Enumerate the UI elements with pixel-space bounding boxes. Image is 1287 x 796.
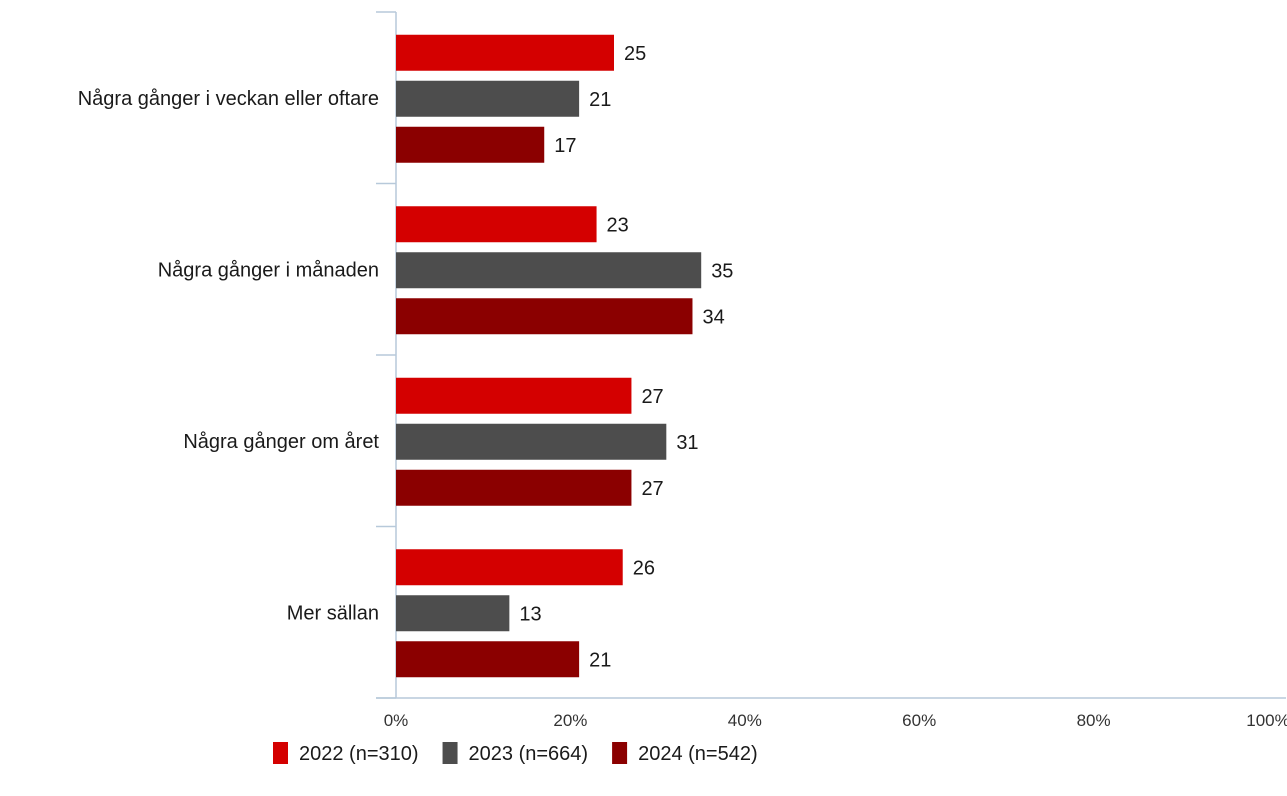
data-label: 17 (554, 135, 576, 157)
category-label: Några gånger om året (183, 431, 379, 453)
x-tick-label: 80% (1077, 711, 1111, 730)
category-label: Några gånger i månaden (158, 259, 379, 281)
data-label: 13 (519, 603, 541, 625)
bar (396, 595, 510, 632)
data-label: 21 (589, 89, 611, 111)
x-tick-label: 60% (902, 711, 936, 730)
bar (396, 34, 614, 71)
x-tick-label: 100% (1246, 711, 1287, 730)
bar (396, 252, 702, 289)
bar (396, 206, 597, 243)
x-tick-label: 20% (553, 711, 587, 730)
category-labels: Några gånger i veckan eller oftare Några … (78, 88, 380, 625)
x-tick-label: 0% (384, 711, 409, 730)
bar (396, 126, 545, 163)
legend: 2022 (n=310) 2023 (n=664) 2024 (n=542) (273, 742, 758, 765)
data-label: 25 (624, 43, 646, 65)
category-label: Mer sällan (287, 602, 379, 624)
legend-swatch (612, 742, 628, 764)
data-label: 31 (676, 432, 698, 454)
data-label: 27 (641, 478, 663, 500)
bar (396, 469, 632, 506)
legend-label: 2024 (n=542) (638, 743, 758, 765)
bar (396, 298, 693, 335)
data-label: 23 (607, 214, 629, 236)
bar (396, 423, 667, 460)
legend-label: 2022 (n=310) (299, 743, 419, 765)
legend-label: 2023 (n=664) (469, 743, 589, 765)
data-label: 21 (589, 649, 611, 671)
category-label: Några gånger i veckan eller oftare (78, 88, 379, 110)
data-label: 35 (711, 260, 733, 282)
bar (396, 80, 580, 117)
data-label: 26 (633, 557, 655, 579)
bar (396, 641, 580, 678)
bar (396, 377, 632, 414)
legend-swatch (273, 742, 288, 764)
data-label: 34 (702, 306, 724, 328)
x-tick-label: 40% (728, 711, 762, 730)
legend-swatch (442, 742, 458, 764)
bar (396, 549, 623, 586)
bars: 25 21 17 23 35 34 27 31 27 26 13 21 (396, 34, 733, 678)
x-tick-labels: 0% 20% 40% 60% 80% 100% (384, 711, 1287, 730)
data-label: 27 (641, 386, 663, 408)
